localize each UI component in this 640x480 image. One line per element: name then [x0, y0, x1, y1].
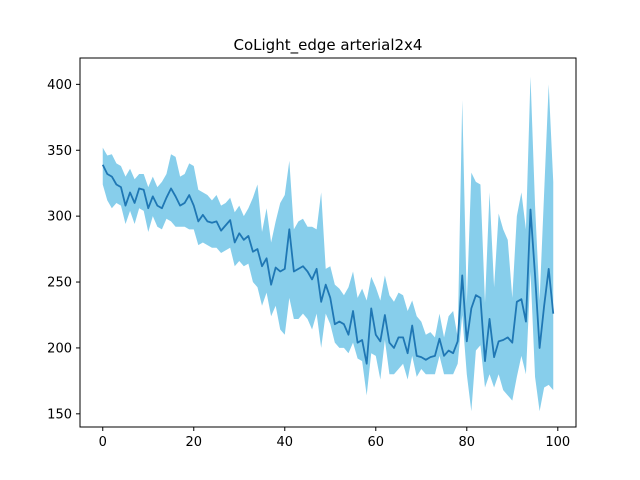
- plot-frame: [79, 57, 577, 428]
- y-tick-label: 300: [47, 210, 72, 225]
- mean-line: [101, 164, 555, 365]
- x-tick-label: 80: [459, 435, 476, 450]
- y-tick-label: 250: [47, 276, 72, 291]
- y-tick-label: 200: [47, 341, 72, 356]
- y-tick-label: 150: [47, 407, 72, 422]
- x-axis: 0 20 40 60 80 100: [99, 427, 570, 450]
- plot-area: [101, 76, 555, 412]
- x-tick-label: 0: [99, 435, 107, 450]
- y-axis: 150 200 250 300 350 400: [47, 78, 80, 422]
- x-tick-label: 40: [276, 435, 293, 450]
- y-tick-label: 350: [47, 144, 72, 159]
- y-tick-label: 400: [47, 78, 72, 93]
- chart-title: CoLight_edge arterial2x4: [234, 36, 423, 55]
- confidence-band: [102, 76, 554, 412]
- x-tick-label: 100: [545, 435, 570, 450]
- x-tick-label: 60: [368, 435, 385, 450]
- x-tick-label: 20: [185, 435, 202, 450]
